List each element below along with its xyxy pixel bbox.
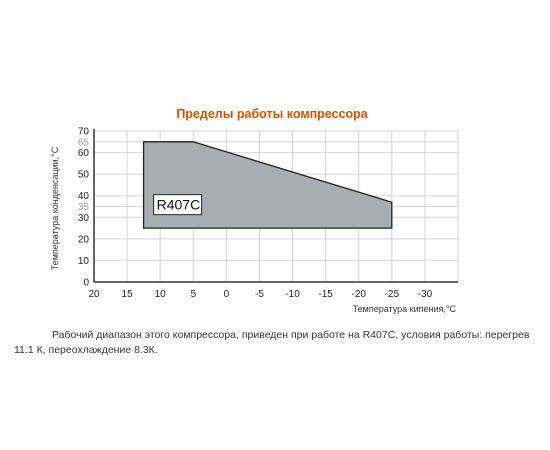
x-tick-label: 5 [190, 289, 196, 300]
annotation-label: R407C [157, 197, 201, 213]
x-tick-label: -10 [285, 289, 300, 300]
y-tick-label: 40 [78, 191, 90, 202]
x-axis-label: Температура кипения,°C [353, 304, 457, 314]
y-tick-label: 70 [78, 127, 90, 138]
axes [93, 129, 458, 283]
y-tick-label: 60 [78, 148, 90, 159]
x-tick-label: -20 [352, 289, 367, 300]
tick-labels: 20 15 10 5 0 -5 -10 -15 -20 -25 -30010203035405060… [78, 127, 433, 301]
y-tick-label: 0 [83, 278, 89, 289]
annotation-box [153, 194, 203, 216]
x-tick-label: -25 [385, 289, 400, 300]
y-tick-label: 35 [78, 202, 90, 213]
x-tick-label: 10 [155, 289, 167, 300]
y-tick-label: 30 [78, 213, 90, 224]
x-tick-label: 15 [122, 289, 134, 300]
x-tick-label: 0 [224, 289, 230, 300]
chart-title: Пределы работы компрессора [176, 107, 368, 121]
x-tick-label: -15 [318, 289, 333, 300]
x-tick-label: 20 [88, 289, 100, 300]
y-tick-label: 65 [78, 137, 90, 148]
series-area [142, 141, 393, 229]
series-annotation: R407C [153, 194, 203, 216]
x-tick-label: -5 [255, 289, 264, 300]
plot-area [142, 141, 393, 229]
y-tick-label: 20 [78, 234, 90, 245]
y-axis-label: Температура конденсации,°C [50, 146, 60, 270]
y-tick-label: 10 [78, 256, 90, 267]
x-tick-label: -30 [418, 289, 433, 300]
caption: Рабочий диапазон этого компрессора, прив… [14, 329, 530, 356]
y-tick-label: 50 [78, 170, 90, 181]
